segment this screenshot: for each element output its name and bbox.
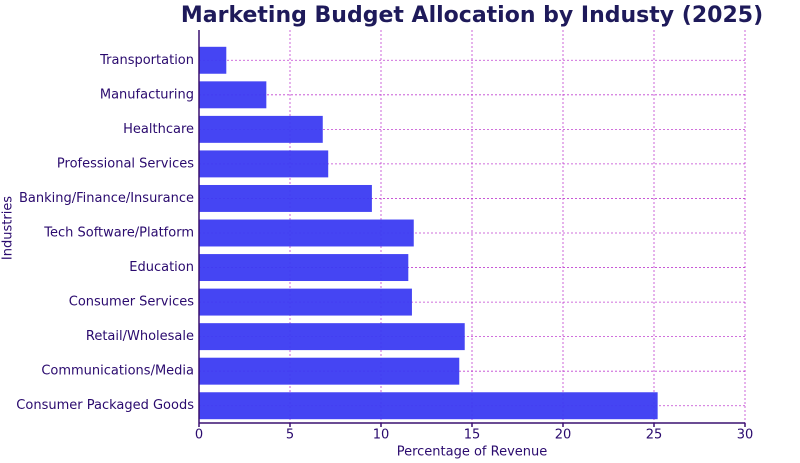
bar	[199, 184, 372, 212]
x-tick-label: 30	[737, 428, 754, 443]
y-tick-label: Tech Software/Platform	[43, 226, 194, 241]
y-tick-label: Banking/Finance/Insurance	[19, 191, 194, 206]
y-tick-label: Communications/Media	[41, 364, 194, 379]
y-tick-label: Manufacturing	[100, 87, 194, 102]
y-tick-label: Healthcare	[123, 122, 194, 137]
x-tick-label: 20	[555, 428, 572, 443]
x-tick-label: 0	[195, 428, 203, 443]
bar	[199, 392, 658, 420]
y-axis-label: Industries	[1, 196, 16, 260]
bar	[199, 357, 460, 385]
y-tick-label: Retail/Wholesale	[86, 329, 194, 344]
y-tick-label: Education	[129, 260, 194, 275]
y-tick-label: Consumer Services	[69, 295, 194, 310]
y-tick-label: Professional Services	[57, 156, 194, 171]
bar	[199, 323, 465, 351]
x-axis-label: Percentage of Revenue	[397, 445, 548, 460]
y-tick-label: Consumer Packaged Goods	[16, 398, 194, 413]
y-tick-label: Transportation	[99, 53, 194, 68]
bar	[199, 46, 227, 74]
bar	[199, 150, 329, 178]
bar	[199, 254, 409, 282]
x-tick-label: 10	[373, 428, 390, 443]
bar	[199, 81, 267, 109]
bar	[199, 219, 414, 247]
bar	[199, 115, 323, 143]
x-tick-label: 5	[286, 428, 294, 443]
chart-title: Marketing Budget Allocation by Industy (…	[181, 3, 763, 28]
x-tick-label: 25	[646, 428, 663, 443]
x-tick-label: 15	[464, 428, 481, 443]
bar	[199, 288, 412, 316]
